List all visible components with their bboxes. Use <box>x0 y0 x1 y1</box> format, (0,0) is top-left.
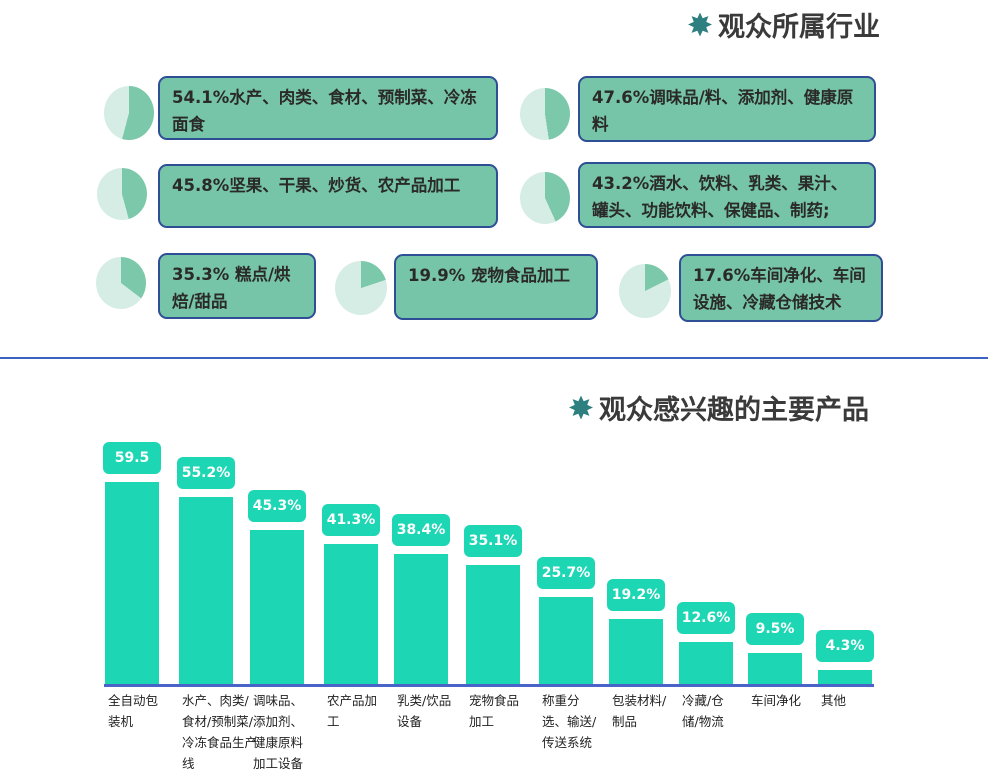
bar <box>818 670 872 685</box>
bar <box>179 496 233 685</box>
data-label: 38.4% <box>392 513 450 546</box>
x-tick-label: 冷藏/仓储/物流 <box>682 693 724 729</box>
chart-title: 观众感兴趣的主要产品 <box>599 395 869 426</box>
industry-title-text: 观众所属行业 <box>718 12 880 43</box>
data-label: 45.3% <box>248 490 306 523</box>
industry-label: 54.1%水产、肉类、食材、预制菜、冷冻面食 <box>158 76 498 140</box>
data-label: 4.3% <box>816 630 874 663</box>
star-icon <box>569 395 593 420</box>
data-label: 9.5% <box>746 612 804 645</box>
bar <box>394 553 448 685</box>
x-tick-label: 农产品加工 <box>327 693 378 729</box>
bar <box>679 642 733 685</box>
x-tick-label: 其他 <box>821 693 847 708</box>
industry-label: 19.9% 宠物食品加工 <box>394 254 598 320</box>
pie-chart <box>520 172 570 224</box>
industry-label: 17.6%车间净化、车间设施、冷藏仓储技术 <box>679 254 883 322</box>
bar <box>466 565 520 685</box>
industry-label: 43.2%酒水、饮料、乳类、果汁、罐头、功能饮料、保健品、制药; <box>578 162 876 228</box>
x-tick-label: 乳类/饮品设备 <box>397 693 452 729</box>
x-tick-label: 水产、肉类/食材/预制菜/冷冻食品生产线 <box>182 693 258 771</box>
data-label: 41.3% <box>322 504 380 537</box>
x-tick-label: 全自动包装机 <box>108 693 159 729</box>
pie-chart <box>520 88 570 140</box>
data-label: 35.1% <box>464 525 522 558</box>
products-title: 观众感兴趣的主要产品 <box>569 388 869 427</box>
bar <box>324 544 378 685</box>
pie-chart <box>97 168 147 220</box>
pie-chart <box>104 86 154 140</box>
industry-label: 47.6%调味品/料、添加剂、健康原料 <box>578 76 876 142</box>
data-label: 25.7% <box>537 557 595 590</box>
pie-chart <box>96 257 146 309</box>
pie-chart <box>335 261 387 315</box>
x-tick-label: 调味品、添加剂、健康原料加工设备 <box>253 693 304 771</box>
data-label: 19.2% <box>607 579 665 612</box>
bar <box>748 652 802 685</box>
bar <box>250 530 304 685</box>
data-label: 12.6% <box>677 602 735 634</box>
pie-chart <box>619 264 671 318</box>
x-tick-label: 包装材料/制品 <box>612 693 667 729</box>
bar <box>105 482 159 685</box>
industry-title: 观众所属行业 <box>688 5 880 44</box>
bar <box>539 597 593 685</box>
x-tick-label: 宠物食品加工 <box>469 693 520 729</box>
industry-label: 45.8%坚果、干果、炒货、农产品加工 <box>158 164 498 228</box>
data-label: 59.5 <box>103 442 161 474</box>
bar <box>609 619 663 685</box>
x-tick-label: 称重分选、输送/传送系统 <box>542 693 597 750</box>
section-divider <box>0 357 988 359</box>
x-tick-label: 车间净化 <box>751 693 802 708</box>
industry-label: 35.3% 糕点/烘焙/甜品 <box>158 253 316 319</box>
data-label: 55.2% <box>177 456 235 489</box>
star-icon <box>688 12 712 37</box>
x-axis-line <box>104 684 874 687</box>
